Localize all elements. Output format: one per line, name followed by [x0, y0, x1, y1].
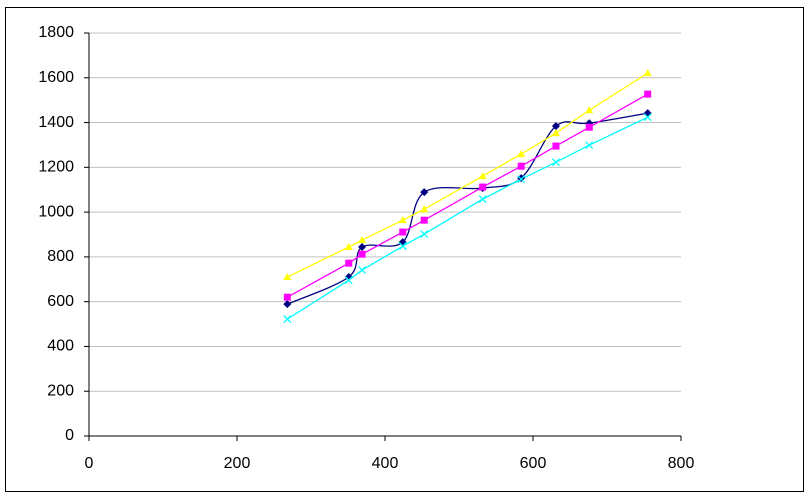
- y-tick-label: 400: [47, 338, 74, 355]
- y-tick-label: 600: [47, 293, 74, 310]
- series-line: [287, 93, 649, 298]
- x-tick-label: 800: [668, 455, 695, 472]
- point: [345, 259, 353, 267]
- point: [283, 300, 292, 309]
- point: [358, 250, 366, 258]
- point: [551, 129, 560, 137]
- point: [420, 216, 428, 224]
- y-tick-label: 1600: [38, 69, 74, 86]
- point: [585, 123, 593, 131]
- chart-border: [5, 7, 804, 492]
- point: [399, 228, 407, 236]
- point: [517, 162, 525, 170]
- y-tick-label: 1800: [38, 24, 74, 41]
- point: [358, 266, 367, 275]
- point: [643, 113, 652, 122]
- point: [398, 216, 407, 224]
- point: [358, 236, 367, 244]
- point: [517, 174, 526, 183]
- x-tick-label: 600: [520, 455, 547, 472]
- point: [478, 172, 487, 180]
- y-tick-label: 0: [65, 427, 74, 444]
- point: [551, 158, 560, 167]
- point: [644, 90, 652, 98]
- point: [585, 106, 594, 114]
- point: [283, 293, 291, 301]
- y-tick-label: 800: [47, 248, 74, 265]
- point: [552, 142, 560, 150]
- point: [478, 195, 487, 204]
- point: [420, 205, 429, 213]
- y-tick-label: 1000: [38, 203, 74, 220]
- point: [551, 122, 560, 131]
- point: [358, 243, 367, 252]
- point: [283, 273, 292, 281]
- series-line: [287, 72, 649, 278]
- point: [283, 315, 292, 324]
- point: [585, 141, 594, 150]
- point: [420, 188, 429, 197]
- point: [398, 242, 407, 251]
- x-tick-label: 0: [85, 455, 94, 472]
- point: [420, 230, 429, 239]
- x-tick-label: 200: [224, 455, 251, 472]
- y-tick-label: 1200: [38, 159, 74, 176]
- series-line: [287, 112, 648, 305]
- point: [517, 175, 526, 184]
- y-tick-label: 200: [47, 382, 74, 399]
- x-tick-label: 400: [372, 455, 399, 472]
- point: [344, 243, 353, 251]
- series-line: [286, 116, 648, 320]
- point: [517, 150, 526, 158]
- point: [479, 183, 487, 191]
- y-tick-label: 1400: [38, 114, 74, 131]
- point: [344, 276, 353, 285]
- point: [643, 69, 652, 77]
